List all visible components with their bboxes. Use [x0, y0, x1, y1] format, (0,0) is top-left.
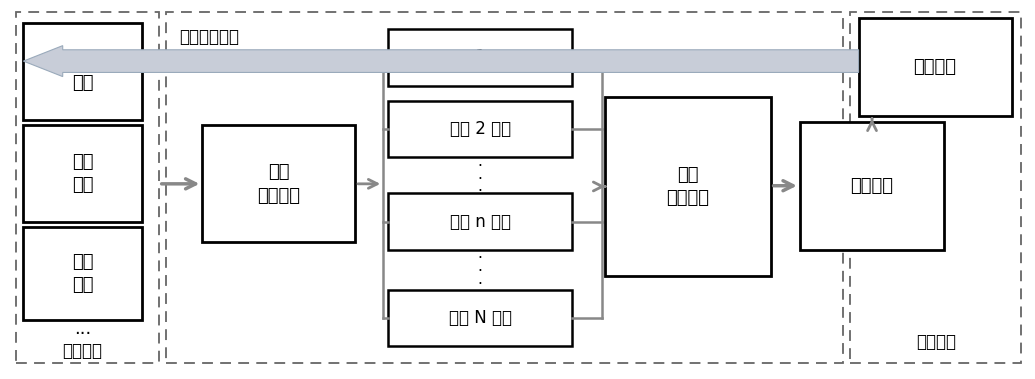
Bar: [388, 101, 572, 157]
Bar: [166, 12, 844, 363]
Text: 属性 1 辨识: 属性 1 辨识: [450, 49, 511, 66]
Text: ·
·
·: · · ·: [478, 251, 482, 291]
Text: 属性 2 辨识: 属性 2 辨识: [450, 120, 511, 138]
Text: 用户反馈: 用户反馈: [914, 58, 956, 76]
Bar: [388, 29, 572, 86]
Bar: [24, 227, 142, 320]
Bar: [24, 125, 142, 222]
Text: 属性 N 辨识: 属性 N 辨识: [449, 309, 511, 327]
Bar: [800, 122, 944, 250]
Text: 反馈
数据: 反馈 数据: [72, 51, 93, 92]
Text: 用户
模型更新: 用户 模型更新: [667, 166, 710, 207]
Text: 气象
数据: 气象 数据: [72, 253, 93, 294]
Text: 数据收集: 数据收集: [62, 342, 102, 360]
Bar: [388, 193, 572, 250]
Bar: [202, 125, 355, 242]
Text: ·
·
·: · · ·: [478, 159, 482, 199]
Text: 用电
数据: 用电 数据: [72, 153, 93, 194]
Bar: [388, 290, 572, 346]
Bar: [851, 12, 1021, 363]
Bar: [605, 97, 771, 276]
Text: ···: ···: [73, 325, 91, 343]
Bar: [24, 23, 142, 120]
Bar: [17, 12, 158, 363]
Text: 用户
属性定义: 用户 属性定义: [258, 163, 300, 205]
FancyArrow shape: [24, 45, 859, 77]
Text: 用户互动: 用户互动: [916, 334, 956, 351]
Bar: [859, 18, 1011, 116]
Text: 用户服务: 用户服务: [851, 177, 893, 195]
Text: 用户行为模型: 用户行为模型: [179, 28, 239, 45]
Text: 属性 n 辨识: 属性 n 辨识: [450, 213, 511, 230]
